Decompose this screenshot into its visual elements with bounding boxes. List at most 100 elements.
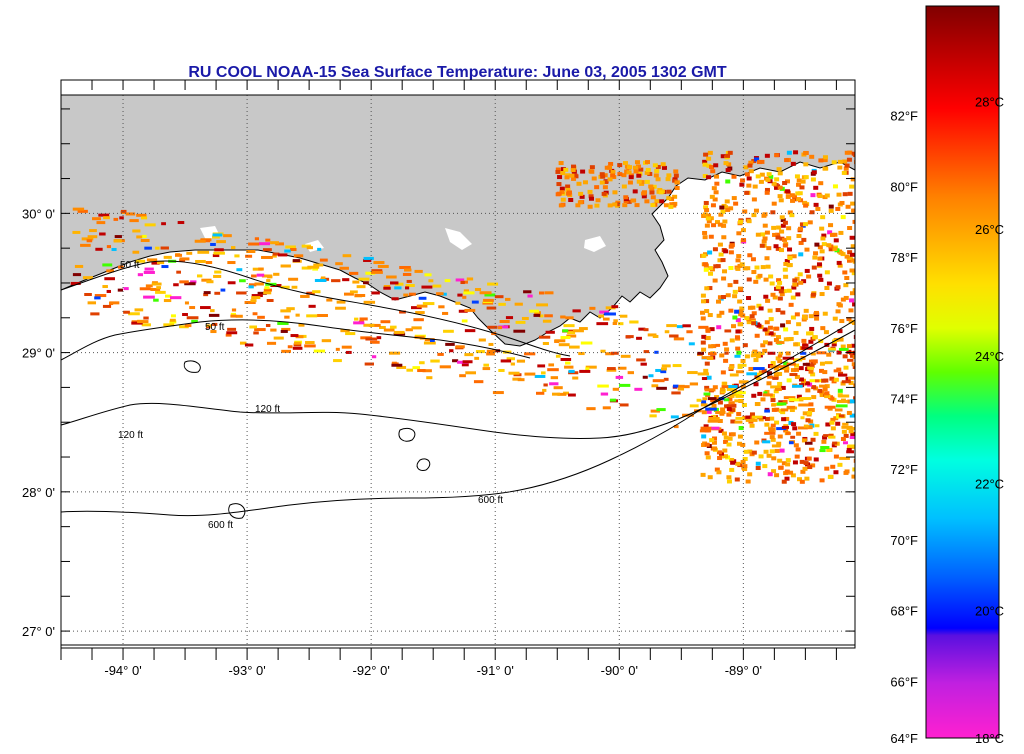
sst-pixel — [760, 343, 766, 348]
sst-pixel — [850, 258, 855, 263]
sst-pixel — [733, 279, 739, 284]
sst-pixel — [617, 172, 623, 177]
sst-pixel — [781, 479, 787, 484]
sst-pixel — [730, 388, 736, 393]
sst-pixel — [778, 351, 783, 355]
sst-pixel — [492, 349, 501, 353]
sst-pixel — [849, 268, 855, 273]
sst-pixel — [751, 450, 757, 455]
sst-pixel — [720, 209, 726, 214]
sst-pixel — [758, 306, 764, 311]
sst-pixel — [306, 291, 315, 295]
sst-pixel — [728, 365, 734, 370]
sst-pixel — [798, 280, 804, 285]
sst-pixel — [723, 435, 729, 440]
sst-pixel — [787, 210, 793, 215]
sst-pixel — [682, 324, 691, 328]
sst-pixel — [739, 182, 745, 187]
sst-pixel — [643, 328, 649, 332]
sst-pixel — [805, 418, 811, 423]
sst-pixel — [768, 174, 774, 179]
sst-pixel — [143, 316, 149, 320]
sst-pixel — [789, 193, 795, 198]
sst-pixel — [764, 409, 770, 413]
sst-pixel — [850, 244, 855, 249]
colorbar-celsius-label: 22°C — [975, 476, 1004, 491]
sst-pixel — [394, 330, 405, 334]
sst-pixel — [818, 277, 824, 282]
sst-pixel — [568, 197, 574, 202]
sst-pixel — [797, 272, 803, 277]
sst-pixel — [179, 280, 189, 284]
sst-pixel — [538, 314, 544, 318]
sst-pixel — [789, 213, 795, 218]
sst-pixel — [141, 234, 147, 238]
contour-label-600ft: 600 ft — [208, 520, 233, 531]
sst-pixel — [479, 291, 492, 295]
sst-pixel — [135, 259, 146, 263]
sst-pixel — [746, 176, 752, 181]
sst-pixel — [524, 352, 536, 356]
sst-pixel — [677, 387, 685, 391]
sst-pixel — [720, 258, 726, 263]
sst-pixel — [604, 165, 610, 170]
sst-pixel — [86, 239, 93, 243]
colorbar-fahrenheit-label: 68°F — [890, 604, 918, 619]
sst-pixel — [190, 280, 197, 284]
sst-pixel — [751, 197, 757, 202]
sst-pixel — [703, 200, 709, 205]
sst-pixel — [104, 277, 115, 281]
sst-pixel — [630, 198, 636, 203]
sst-pixel — [838, 250, 844, 255]
sst-pixel — [498, 302, 506, 306]
sst-pixel — [729, 338, 735, 343]
sst-pixel — [767, 371, 773, 376]
sst-pixel — [82, 276, 93, 280]
sst-pixel — [749, 423, 755, 428]
sst-pixel — [727, 385, 738, 389]
sst-pixel — [746, 183, 752, 188]
sst-pixel — [790, 161, 796, 166]
sst-pixel — [753, 208, 759, 213]
sst-pixel — [753, 367, 765, 371]
sst-pixel — [102, 285, 108, 289]
sst-pixel — [235, 314, 243, 318]
colorbar-fahrenheit-label: 66°F — [890, 674, 918, 689]
sst-pixel — [710, 203, 716, 208]
sst-pixel — [422, 369, 432, 373]
sst-pixel — [844, 469, 850, 474]
sst-pixel — [803, 308, 809, 313]
sst-pixel — [408, 292, 416, 296]
sst-pixel — [767, 308, 773, 313]
sst-pixel — [349, 290, 358, 294]
sst-pixel — [565, 173, 571, 178]
sst-pixel — [81, 237, 94, 241]
sst-pixel — [717, 242, 723, 247]
sst-pixel — [543, 383, 548, 387]
sst-pixel — [262, 248, 272, 252]
sst-pixel — [779, 292, 785, 297]
sst-pixel — [410, 306, 422, 310]
sst-pixel — [767, 341, 773, 346]
sst-pixel — [775, 341, 785, 345]
lon-tick-label: -93° 0' — [228, 663, 265, 678]
sst-pixel — [96, 221, 106, 225]
sst-pixel — [852, 364, 855, 369]
sst-pixel — [515, 320, 526, 324]
sst-pixel — [292, 259, 300, 263]
sst-pixel — [755, 461, 761, 466]
sst-pixel — [744, 172, 750, 177]
sst-pixel — [203, 291, 211, 295]
sst-pixel — [111, 247, 117, 251]
sst-pixel — [120, 209, 127, 213]
sst-pixel — [773, 366, 779, 371]
sst-pixel — [424, 273, 432, 277]
sst-pixel — [754, 265, 760, 270]
sst-pixel — [849, 436, 855, 440]
sst-pixel — [719, 387, 725, 392]
colorbar-fahrenheit-label: 70°F — [890, 533, 918, 548]
sst-pixel — [721, 295, 727, 300]
sst-pixel — [771, 201, 777, 206]
sst-pixel — [179, 257, 190, 261]
sst-pixel — [851, 208, 855, 213]
